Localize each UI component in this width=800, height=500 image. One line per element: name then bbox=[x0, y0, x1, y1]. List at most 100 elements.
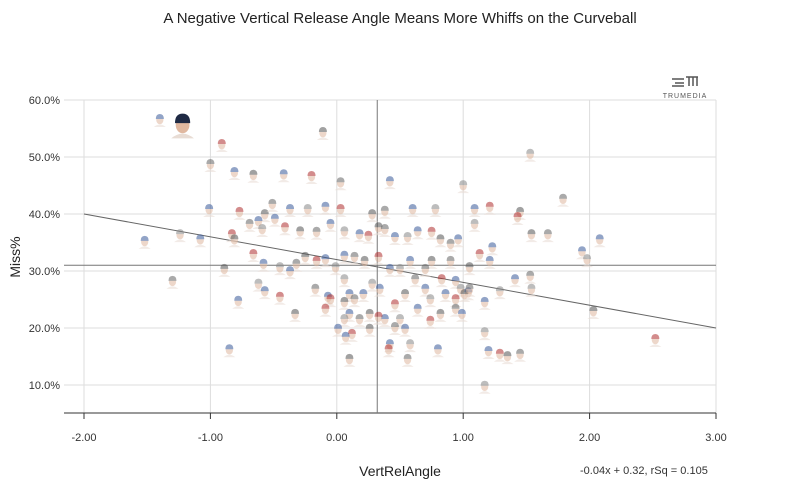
data-point bbox=[382, 344, 395, 358]
y-tick-label: 60.0% bbox=[29, 95, 60, 107]
data-point bbox=[348, 294, 361, 308]
points bbox=[138, 113, 662, 394]
cap bbox=[217, 139, 226, 145]
shoulders bbox=[334, 214, 347, 218]
cap bbox=[470, 218, 479, 224]
cap bbox=[234, 295, 243, 301]
cap bbox=[340, 250, 349, 256]
cap bbox=[196, 234, 205, 240]
cap bbox=[451, 275, 460, 281]
data-point bbox=[339, 331, 352, 345]
cap bbox=[385, 263, 394, 269]
shoulders bbox=[228, 177, 241, 180]
cap bbox=[433, 344, 442, 350]
shoulders bbox=[383, 274, 396, 277]
cap bbox=[480, 327, 489, 333]
cap bbox=[459, 180, 468, 186]
data-point bbox=[394, 263, 406, 277]
data-point bbox=[294, 226, 307, 240]
highlighted-data-point bbox=[171, 113, 194, 139]
data-point bbox=[419, 283, 432, 297]
data-point bbox=[439, 288, 452, 302]
shoulders bbox=[478, 337, 491, 341]
data-point bbox=[457, 180, 470, 194]
shoulders bbox=[319, 212, 332, 215]
data-point bbox=[338, 250, 351, 264]
cap bbox=[480, 380, 489, 386]
cap bbox=[311, 283, 320, 289]
shoulders bbox=[501, 361, 514, 365]
cap bbox=[355, 229, 364, 235]
data-point bbox=[399, 288, 412, 302]
cap bbox=[380, 223, 389, 229]
shoulders bbox=[524, 281, 537, 284]
data-point bbox=[409, 274, 422, 288]
shoulders bbox=[425, 237, 438, 240]
data-point bbox=[324, 218, 337, 232]
cap bbox=[375, 283, 384, 289]
cap bbox=[286, 204, 295, 210]
shoulders bbox=[268, 224, 281, 227]
data-point bbox=[424, 294, 437, 308]
shoulders bbox=[478, 391, 491, 394]
shoulders bbox=[273, 272, 286, 276]
shoulders bbox=[463, 294, 476, 297]
data-point bbox=[434, 234, 447, 248]
cap bbox=[345, 288, 354, 294]
cap bbox=[384, 344, 393, 350]
data-point bbox=[138, 235, 151, 249]
cap bbox=[427, 226, 436, 232]
shoulders bbox=[345, 339, 358, 342]
data-point bbox=[493, 286, 506, 300]
cap bbox=[230, 166, 239, 172]
cap bbox=[259, 258, 268, 264]
cap bbox=[401, 288, 410, 294]
data-point bbox=[329, 262, 342, 276]
data-point bbox=[482, 345, 495, 359]
shoulders bbox=[363, 319, 376, 322]
data-point bbox=[305, 170, 318, 184]
x-tick-label: 1.00 bbox=[452, 432, 473, 444]
shoulders bbox=[431, 354, 444, 358]
data-point bbox=[431, 344, 444, 358]
cap bbox=[374, 311, 383, 317]
data-point bbox=[483, 201, 496, 215]
data-point bbox=[309, 283, 322, 297]
cap bbox=[258, 223, 267, 229]
shoulders bbox=[204, 169, 217, 172]
x-tick-label: 3.00 bbox=[705, 432, 726, 444]
cap bbox=[411, 274, 420, 280]
cap bbox=[279, 169, 288, 175]
data-point bbox=[399, 323, 412, 337]
cap bbox=[480, 296, 489, 302]
cap bbox=[526, 270, 535, 276]
shoulders bbox=[394, 274, 406, 277]
cap bbox=[230, 234, 239, 240]
data-point bbox=[223, 344, 236, 358]
data-point bbox=[581, 254, 594, 268]
shoulders bbox=[373, 294, 386, 297]
cap bbox=[431, 204, 440, 210]
cap bbox=[380, 314, 389, 320]
cap bbox=[292, 258, 301, 264]
shoulders bbox=[215, 149, 228, 153]
shoulders bbox=[478, 307, 491, 310]
y-tick-label: 40.0% bbox=[29, 209, 60, 221]
data-point bbox=[338, 274, 351, 288]
data-point bbox=[310, 226, 323, 240]
data-point bbox=[194, 234, 207, 248]
shoulders bbox=[468, 214, 481, 218]
shoulders bbox=[256, 234, 269, 237]
data-point bbox=[203, 204, 216, 218]
shoulders bbox=[138, 246, 151, 249]
shoulders bbox=[429, 214, 442, 218]
cap bbox=[516, 348, 525, 354]
cap bbox=[390, 322, 399, 327]
cap bbox=[385, 176, 394, 182]
cap bbox=[347, 328, 356, 334]
shoulders bbox=[439, 299, 452, 302]
data-point bbox=[452, 234, 465, 248]
shoulders bbox=[649, 344, 662, 347]
data-point bbox=[404, 255, 417, 269]
